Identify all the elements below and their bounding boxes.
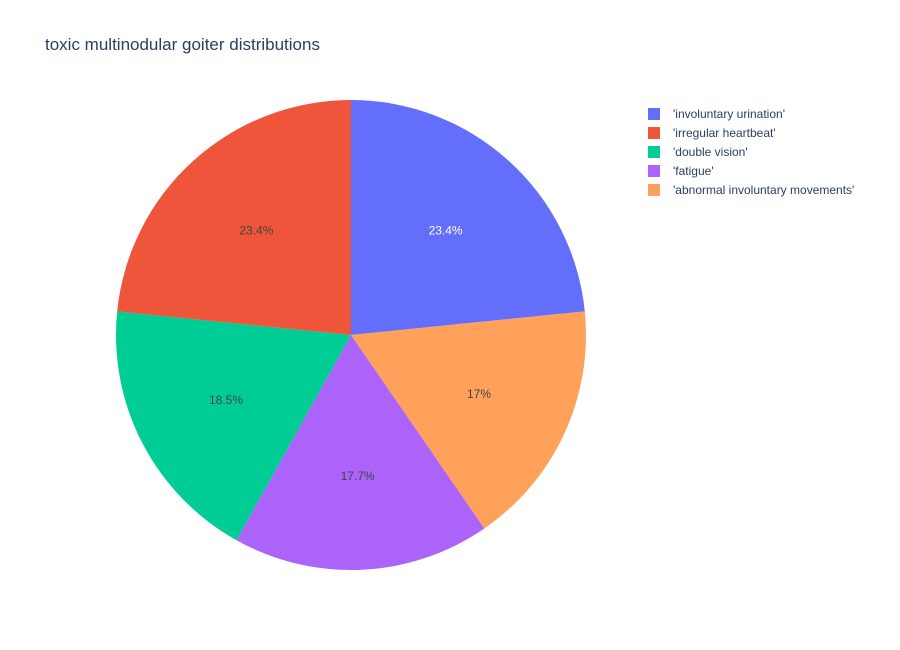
chart-title: toxic multinodular goiter distributions xyxy=(45,35,320,54)
legend-item-3[interactable]: 'fatigue' xyxy=(648,164,714,178)
pie-slice-3[interactable] xyxy=(236,335,485,571)
pie-slice-1[interactable] xyxy=(117,100,351,335)
legend-swatch-3 xyxy=(648,165,660,177)
pie-slice-label-3: 17.7% xyxy=(341,469,375,483)
legend: 'involuntary urination' 'irregular heartb… xyxy=(648,107,854,197)
legend-item-2[interactable]: 'double vision' xyxy=(648,145,748,159)
pie-slices xyxy=(116,100,586,571)
legend-swatch-4 xyxy=(648,184,660,196)
pie-slice-label-2: 18.5% xyxy=(209,393,243,407)
legend-label-0: 'involuntary urination' xyxy=(673,107,785,121)
legend-label-2: 'double vision' xyxy=(673,145,748,159)
pie-slice-2[interactable] xyxy=(116,311,352,541)
legend-swatch-0 xyxy=(648,108,660,120)
pie-slice-label-0: 23.4% xyxy=(429,223,463,237)
pie-slice-0[interactable] xyxy=(351,100,585,335)
pie-slice-label-4: 17% xyxy=(467,387,491,401)
legend-label-3: 'fatigue' xyxy=(673,164,714,178)
legend-label-1: 'irregular heartbeat' xyxy=(673,126,776,140)
legend-item-4[interactable]: 'abnormal involuntary movements' xyxy=(648,183,854,197)
legend-label-4: 'abnormal involuntary movements' xyxy=(673,183,854,197)
pie-slice-labels: 23.4% 17% 17.7% 18.5% 23.4% xyxy=(209,223,491,482)
pie-slice-label-1: 23.4% xyxy=(239,223,273,237)
pie-slice-4[interactable] xyxy=(351,311,586,529)
legend-item-0[interactable]: 'involuntary urination' xyxy=(648,107,785,121)
legend-item-1[interactable]: 'irregular heartbeat' xyxy=(648,126,776,140)
legend-swatch-2 xyxy=(648,146,660,158)
legend-swatch-1 xyxy=(648,127,660,139)
